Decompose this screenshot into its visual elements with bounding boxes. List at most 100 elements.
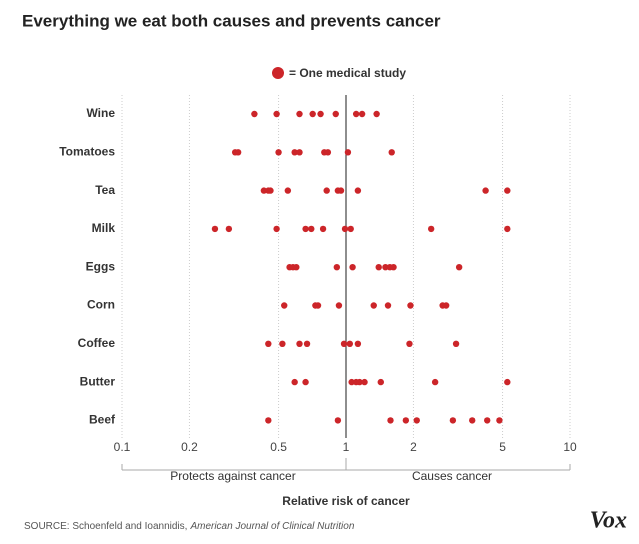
category-label: Butter — [80, 374, 116, 388]
study-dot — [314, 302, 322, 309]
x-tick-label: 10 — [563, 440, 577, 454]
source-journal: American Journal of Clinical Nutrition — [189, 521, 354, 532]
study-dot — [455, 264, 463, 271]
study-dot — [251, 110, 258, 118]
source-prefix: SOURCE: Schoenfeld and Ioannidis, — [24, 521, 187, 532]
source: SOURCE: Schoenfeld and Ioannidis, America… — [24, 521, 355, 532]
study-dot — [407, 302, 414, 309]
study-dot — [234, 149, 242, 156]
category-label: Beef — [89, 413, 116, 427]
study-dot — [431, 378, 439, 386]
x-axis-label: Relative risk of cancer — [282, 494, 410, 508]
study-dot — [302, 378, 309, 386]
x-tick-label: 0.1 — [114, 440, 131, 454]
x-tick-label: 0.2 — [181, 440, 198, 454]
study-dot — [354, 340, 362, 347]
study-dot — [387, 417, 394, 424]
category-label: Corn — [87, 298, 115, 312]
study-dot — [482, 187, 489, 194]
category-label: Wine — [86, 106, 115, 120]
study-dot — [346, 340, 354, 347]
study-dot — [293, 264, 300, 271]
study-dot — [390, 264, 397, 271]
study-dot — [296, 340, 303, 347]
study-dot — [225, 225, 233, 233]
study-dot — [427, 225, 435, 233]
study-dot — [496, 417, 503, 424]
study-dot — [267, 187, 274, 194]
study-dot — [413, 417, 420, 424]
study-dot — [309, 110, 316, 118]
study-dot — [341, 225, 349, 233]
x-tick-label: 5 — [499, 440, 506, 454]
x-tick-label: 1 — [343, 440, 350, 454]
study-dot — [296, 149, 303, 156]
study-dot — [296, 110, 303, 118]
study-dot — [319, 225, 327, 233]
study-dot — [402, 417, 410, 424]
study-dot — [279, 340, 286, 347]
study-dot — [388, 149, 395, 156]
study-dot — [260, 187, 268, 194]
study-dot — [284, 187, 292, 194]
study-dot — [291, 378, 298, 386]
study-dot — [375, 264, 382, 271]
study-dot — [504, 225, 511, 233]
study-dot — [382, 264, 389, 271]
study-dot — [273, 110, 280, 118]
category-label: Milk — [92, 221, 116, 235]
study-dot — [335, 302, 343, 309]
study-dot — [504, 187, 511, 194]
legend-label: = One medical study — [289, 66, 406, 80]
left-annotation: Protects against cancer — [170, 469, 295, 483]
study-dot — [449, 417, 457, 424]
study-dot — [332, 110, 339, 118]
category-label: Eggs — [86, 259, 116, 273]
study-dot — [275, 149, 282, 156]
study-dot — [370, 302, 377, 309]
study-dot — [356, 378, 363, 386]
study-dot — [333, 264, 341, 271]
study-dot — [265, 417, 272, 424]
x-tick-label: 0.5 — [270, 440, 287, 454]
x-tick-label: 2 — [410, 440, 417, 454]
study-dot — [347, 225, 354, 233]
study-dot — [469, 417, 476, 424]
study-dot — [361, 378, 368, 386]
study-dot — [291, 149, 298, 156]
chart-title: Everything we eat both causes and preven… — [22, 11, 441, 30]
study-dot — [377, 378, 384, 386]
study-dot — [281, 302, 288, 309]
legend-marker — [272, 67, 284, 79]
study-dot — [406, 340, 413, 347]
study-dot — [373, 110, 380, 118]
study-dot — [358, 110, 366, 118]
right-annotation: Causes cancer — [412, 469, 492, 483]
study-dot — [265, 340, 272, 347]
study-dot — [344, 149, 352, 156]
study-dot — [484, 417, 491, 424]
study-dot — [352, 110, 360, 118]
study-dot — [308, 225, 315, 233]
study-dot — [317, 110, 324, 118]
study-dot — [384, 302, 392, 309]
study-dot — [323, 187, 330, 194]
study-dot — [452, 340, 460, 347]
category-label: Tomatoes — [59, 144, 115, 158]
study-dot — [442, 302, 450, 309]
study-dot — [273, 225, 280, 233]
study-dot — [337, 187, 345, 194]
study-dot — [504, 378, 511, 386]
study-dot — [302, 225, 309, 233]
study-dot — [348, 378, 355, 386]
study-dot — [324, 149, 332, 156]
study-dot — [303, 340, 311, 347]
category-label: Coffee — [78, 336, 116, 350]
study-dot — [334, 417, 342, 424]
category-label: Tea — [95, 183, 115, 197]
study-dot — [354, 187, 362, 194]
study-dot — [211, 225, 219, 233]
study-dot — [340, 340, 348, 347]
study-dot — [349, 264, 356, 271]
